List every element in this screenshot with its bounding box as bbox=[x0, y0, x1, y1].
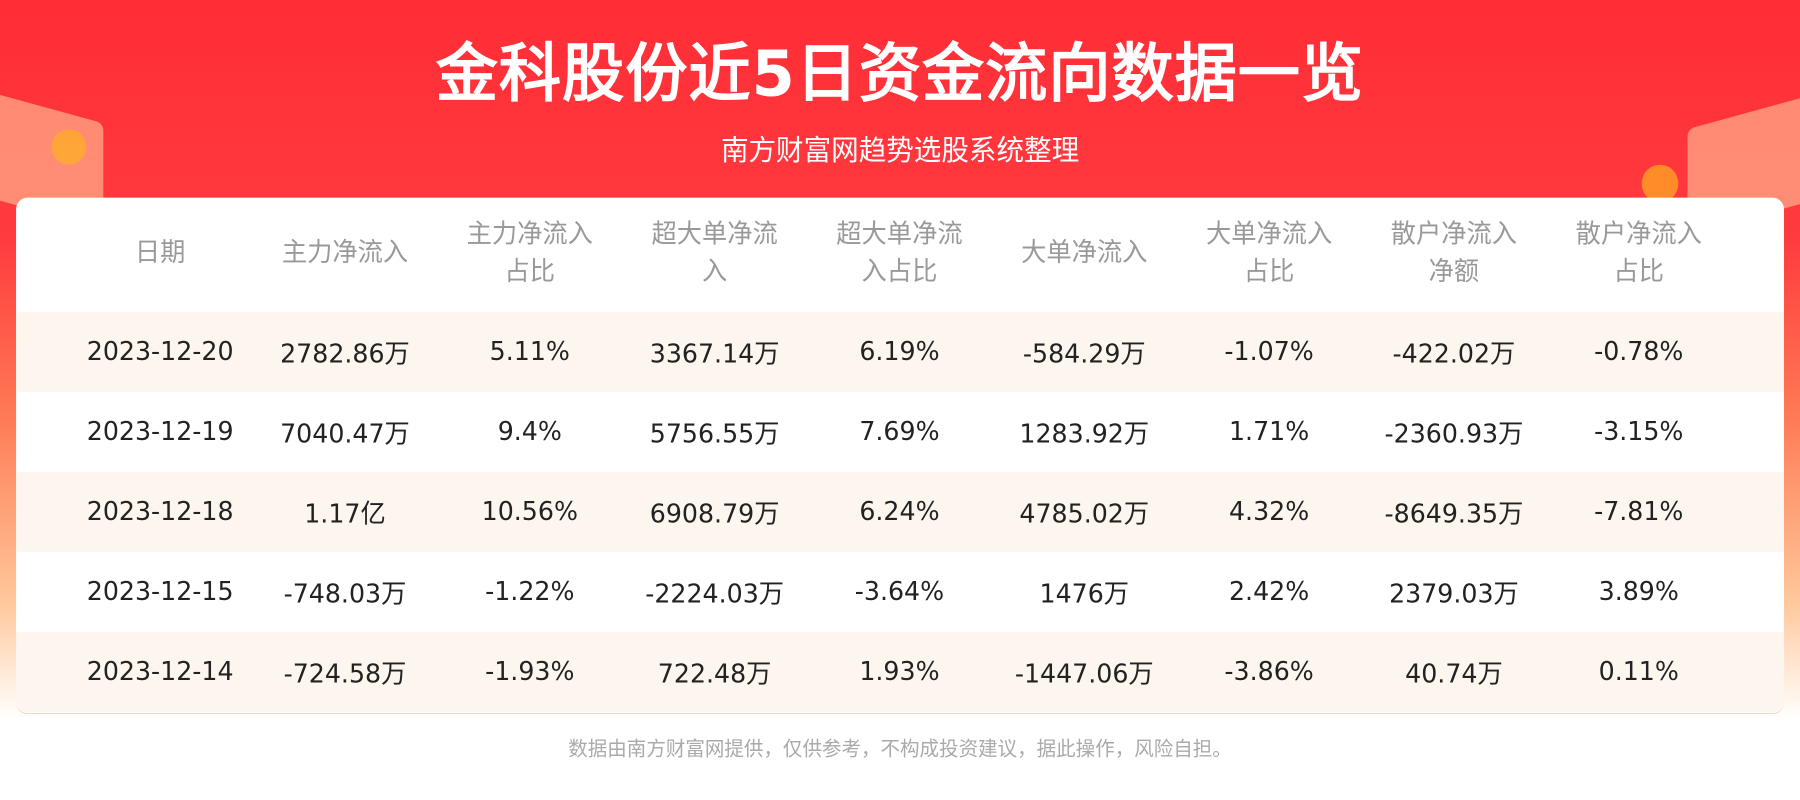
table-header: 日期 主力净流入 主力净流入 占比 超大单净流 入超大单净流 入占比 大单净流入 大单净流… bbox=[16, 198, 1784, 311]
table-cell: -748.03万 bbox=[283, 580, 407, 610]
table-cell: 3367.14万 bbox=[649, 340, 780, 370]
table-cell: 6908.79万 bbox=[649, 500, 780, 530]
table-cell: 1.93% bbox=[859, 657, 940, 687]
column-header: 散户净流入 净额 bbox=[1390, 220, 1518, 288]
table-cell: -3.86% bbox=[1224, 657, 1314, 687]
table-cell: 2023-12-20 bbox=[86, 337, 234, 367]
table-cell: 2379.03万 bbox=[1389, 580, 1519, 610]
column-header: 日期 bbox=[134, 238, 186, 269]
table-cell: -2360.93万 bbox=[1384, 420, 1524, 450]
table-cell: 40.74万 bbox=[1405, 660, 1503, 690]
table-row: 2023-12-18 1.17亿 10.56% 6908.79万 6.24% 4785.0… bbox=[16, 471, 1784, 552]
table-row: 2023-12-14 -724.58万 -1.93% 722.48万 1.93% -144… bbox=[16, 631, 1784, 712]
table-cell: 9.4% bbox=[497, 417, 562, 447]
table-cell: 2023-12-19 bbox=[86, 417, 234, 447]
column-header: 大单净流入 占比 bbox=[1205, 220, 1333, 288]
table-cell: 2023-12-15 bbox=[86, 577, 234, 607]
table-cell: 2023-12-14 bbox=[86, 657, 234, 687]
table-cell: 2023-12-18 bbox=[86, 497, 234, 527]
table-cell: 2782.86万 bbox=[280, 340, 410, 370]
page-subtitle: 南方财富网趋势选股系统整理 bbox=[720, 134, 1080, 168]
table-cell: 1283.92万 bbox=[1019, 420, 1150, 450]
column-header: 超大单净流 入 bbox=[651, 220, 778, 288]
column-header: 散户净流入 占比 bbox=[1575, 220, 1702, 288]
table-cell: 7040.47万 bbox=[280, 420, 410, 450]
table-cell: 1476万 bbox=[1039, 580, 1130, 610]
table-cell: -1.93% bbox=[485, 657, 575, 687]
table-cell: 10.56% bbox=[481, 497, 578, 527]
table-cell: -3.15% bbox=[1594, 417, 1684, 447]
decor-coin bbox=[1641, 164, 1679, 203]
table-cell: 3.89% bbox=[1598, 577, 1679, 607]
table-cell: -0.78% bbox=[1594, 337, 1684, 367]
table-row: 2023-12-19 7040.47万 9.4% 5756.55万 7.69% 1283.… bbox=[16, 392, 1784, 472]
table-cell: 1.17亿 bbox=[304, 500, 386, 530]
table-cell: 0.11% bbox=[1598, 657, 1679, 687]
table-cell: -2224.03万 bbox=[645, 580, 785, 610]
table-cell: 5.11% bbox=[489, 337, 570, 367]
table-cell: -8649.35万 bbox=[1384, 500, 1524, 530]
decor-coin bbox=[51, 129, 87, 165]
table-cell: -1.22% bbox=[485, 577, 575, 607]
column-header: 超大单净流 入占比 bbox=[836, 220, 963, 288]
table-cell: 2.42% bbox=[1228, 577, 1310, 607]
table-row: 2023-12-15 -748.03万 -1.22% -2224.03万 -3.64% 1… bbox=[16, 552, 1784, 632]
table-cell: -1.07% bbox=[1224, 337, 1314, 367]
table-cell: 4785.02万 bbox=[1019, 500, 1150, 530]
data-table: 日期 主力净流入 主力净流入 占比 超大单净流 入超大单净流 入占比 大单净流入 大单净流… bbox=[16, 197, 1784, 715]
table-cell: 7.69% bbox=[859, 417, 940, 447]
column-header: 大单净流入 bbox=[1021, 238, 1148, 269]
table-cell: 6.19% bbox=[859, 337, 940, 367]
table-cell: 6.24% bbox=[859, 497, 940, 527]
column-header: 主力净流入 bbox=[281, 238, 409, 269]
column-header: 主力净流入 占比 bbox=[466, 220, 593, 288]
table-row: 2023-12-20 2782.86万 5.11% 3367.14万 6.19% -584… bbox=[16, 311, 1784, 392]
table-cell: 5756.55万 bbox=[649, 420, 780, 450]
table-cell: -7.81% bbox=[1594, 497, 1684, 527]
table-cell: 4.32% bbox=[1228, 497, 1310, 527]
table-cell: 1.71% bbox=[1228, 417, 1310, 447]
table-cell: -1447.06万 bbox=[1014, 660, 1154, 690]
table-cell: -3.64% bbox=[854, 577, 945, 607]
table-cell: -422.02万 bbox=[1392, 340, 1516, 370]
disclaimer: 数据由南方财富网提供，仅供参考，不构成投资建议，据此操作，风险自担。 bbox=[568, 737, 1232, 762]
table-cell: -724.58万 bbox=[283, 660, 407, 690]
table-cell: -584.29万 bbox=[1022, 340, 1146, 370]
table-cell: 722.48万 bbox=[657, 660, 772, 690]
page-title: 金科股份近5日资金流向数据一览 bbox=[435, 36, 1365, 111]
